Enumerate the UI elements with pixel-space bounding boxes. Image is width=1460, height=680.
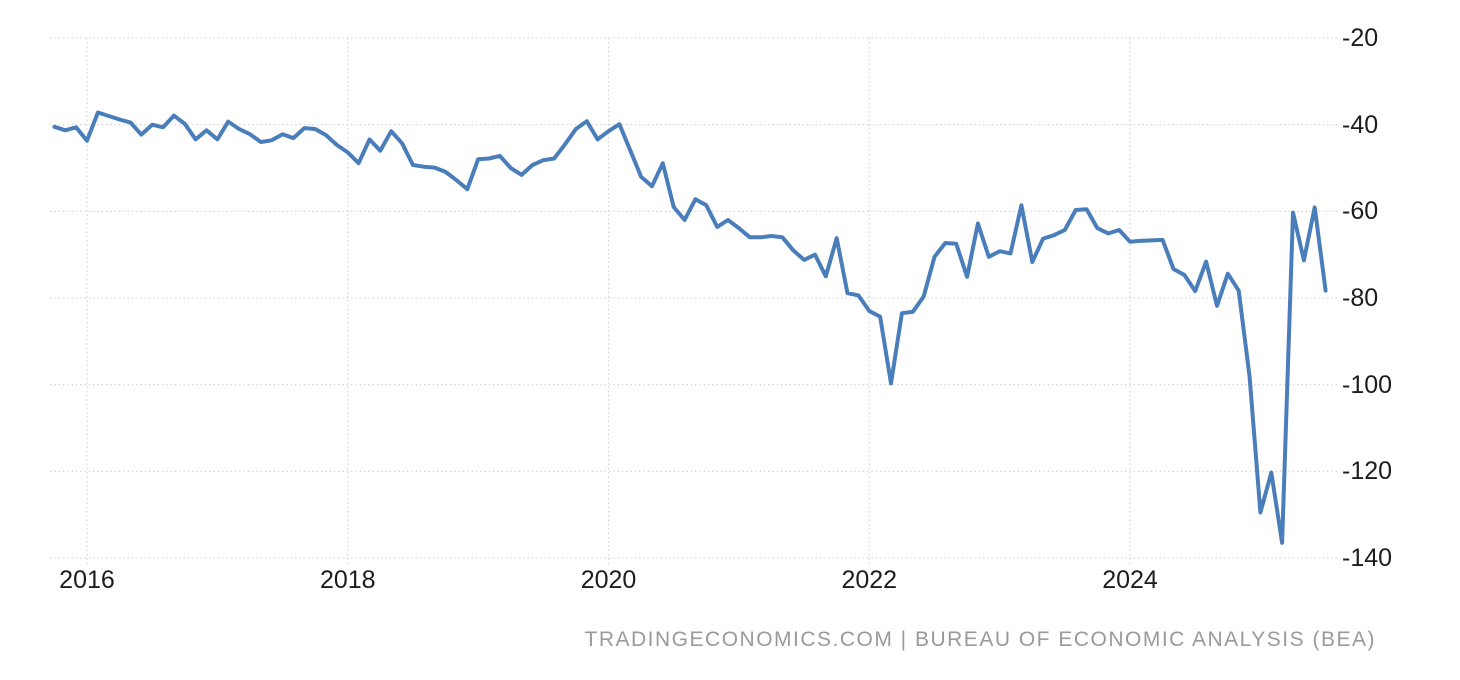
vertical-gridlines (86, 38, 1131, 566)
x-axis-tick-label: 2024 (1102, 566, 1158, 594)
y-axis-tick-label: -80 (1342, 283, 1379, 312)
y-axis-tick-label: -120 (1342, 457, 1393, 486)
attribution-text: TRADINGECONOMICS.COM | BUREAU OF ECONOMI… (584, 628, 1376, 651)
y-axis-tick-label: -20 (1342, 24, 1379, 52)
y-axis-tick-label: -140 (1342, 543, 1393, 572)
x-axis-tick-label: 2022 (841, 566, 898, 594)
y-axis-tick-label: -100 (1342, 370, 1393, 399)
x-axis-tick-label: 2016 (59, 566, 115, 594)
y-axis-tick-label: -60 (1342, 197, 1379, 226)
trade-balance-line (52, 110, 1328, 545)
x-axis-tick-label: 2020 (580, 566, 637, 594)
y-axis-tick-label: -40 (1342, 110, 1379, 139)
horizontal-gridlines (50, 37, 1340, 559)
x-axis-tick-label: 2018 (319, 566, 376, 594)
